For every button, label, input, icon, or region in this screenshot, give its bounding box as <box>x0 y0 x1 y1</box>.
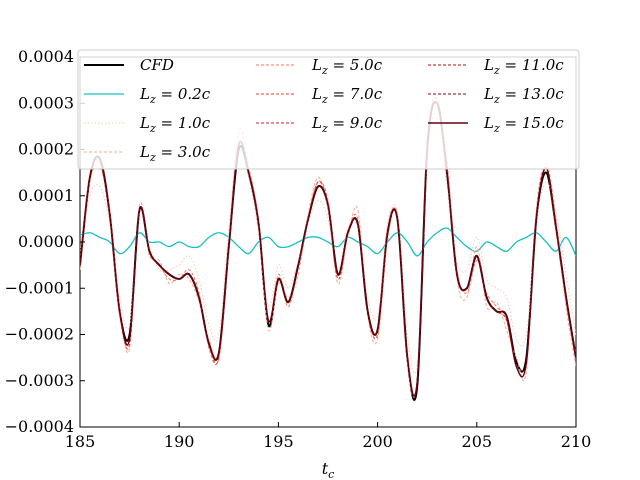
x-tick-label: 210 <box>561 432 592 451</box>
legend-label-lz1-0: Lz = 1.0c <box>139 114 211 135</box>
x-tick-label: 195 <box>263 432 294 451</box>
series-line-lz3-0 <box>80 112 576 398</box>
legend-label-lz3-0: Lz = 3.0c <box>139 143 211 164</box>
y-tick-label: 0.0001 <box>18 186 74 205</box>
x-axis-label: tc <box>322 459 335 480</box>
legend: CFD Lz = 0.2c Lz = 1.0c Lz = 3.0c Lz = 5.0c L… <box>77 49 580 170</box>
legend-label-lz7-0: Lz = 7.0c <box>311 85 383 106</box>
legend-label-lz9-0: Lz = 9.0c <box>311 114 383 135</box>
y-tick-label: −0.0003 <box>5 371 74 390</box>
x-tick-label: 190 <box>164 432 195 451</box>
x-tick-label: 200 <box>362 432 393 451</box>
y-tick-label: 0.0003 <box>18 93 74 112</box>
series-layer <box>80 97 576 401</box>
series-line-lz15-0 <box>80 101 576 397</box>
x-tick-label: 205 <box>462 432 493 451</box>
y-axis-ticks: −0.0004 −0.0003 −0.0002 −0.0001 0.0000 0.0001… <box>5 47 85 436</box>
x-axis-ticks: 185 190 195 200 205 210 <box>65 422 592 451</box>
y-tick-label: −0.0001 <box>5 278 74 297</box>
legend-label-lz11-0: Lz = 11.0c <box>483 56 564 77</box>
legend-label-lz15-0: Lz = 15.0c <box>483 114 564 135</box>
y-tick-label: 0.0004 <box>18 47 74 66</box>
y-tick-label: 0.0000 <box>18 232 74 251</box>
legend-label-lz5-0: Lz = 5.0c <box>311 56 383 77</box>
series-line-lz0-2 <box>80 227 576 257</box>
y-tick-label: 0.0002 <box>18 140 74 159</box>
y-tick-label: −0.0004 <box>5 417 74 436</box>
legend-label-lz13-0: Lz = 13.0c <box>483 85 564 106</box>
legend-label-cfd: CFD <box>140 56 174 74</box>
x-tick-label: 185 <box>65 432 96 451</box>
legend-label-lz0-2: Lz = 0.2c <box>139 85 211 106</box>
legend-box <box>77 49 580 170</box>
y-tick-label: −0.0002 <box>5 325 74 344</box>
